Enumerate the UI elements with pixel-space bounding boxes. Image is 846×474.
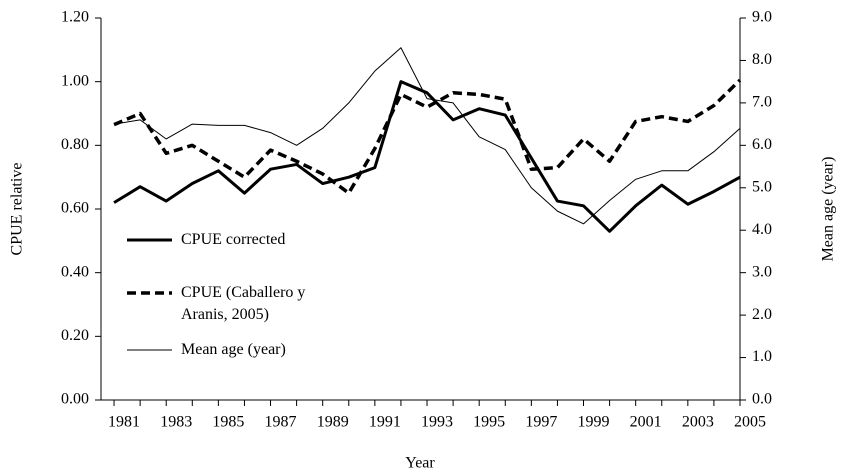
y2-tick-label: 7.0 bbox=[752, 94, 772, 111]
y2-tick-label: 6.0 bbox=[752, 136, 772, 153]
y2-tick-label: 3.0 bbox=[752, 263, 772, 280]
x-tick-label: 2003 bbox=[682, 414, 714, 431]
y-tick-label: 0.60 bbox=[61, 200, 89, 217]
y2-tick-label: 9.0 bbox=[752, 9, 772, 26]
x-tick-label: 1983 bbox=[160, 414, 192, 431]
x-tick-label: 1995 bbox=[473, 414, 505, 431]
x-tick-label: 2001 bbox=[630, 414, 662, 431]
y2-tick-label: 4.0 bbox=[752, 221, 772, 238]
legend-label: Mean age (year) bbox=[181, 341, 286, 358]
y2-tick-label: 2.0 bbox=[752, 306, 772, 323]
x-tick-label: 1989 bbox=[317, 414, 349, 431]
x-tick-label: 1985 bbox=[212, 414, 244, 431]
y-axis-title: CPUE relative bbox=[9, 163, 26, 256]
x-tick-label: 1993 bbox=[421, 414, 453, 431]
y-tick-label: 1.20 bbox=[61, 9, 89, 26]
y-tick-label: 0.20 bbox=[61, 327, 89, 344]
y2-tick-label: 8.0 bbox=[752, 51, 772, 68]
y2-tick-label: 1.0 bbox=[752, 348, 772, 365]
x-tick-label: 1999 bbox=[578, 414, 610, 431]
y2-axis-title: Mean age (year) bbox=[820, 157, 837, 262]
line-series bbox=[113, 80, 741, 233]
x-tick-label: 2005 bbox=[734, 414, 766, 431]
legend-label: CPUE corrected bbox=[181, 231, 286, 248]
y-tick-label: 0.00 bbox=[61, 391, 89, 408]
y-tick-label: 0.80 bbox=[61, 136, 89, 153]
y2-tick-label: 0.0 bbox=[752, 391, 772, 408]
x-tick-label: 1997 bbox=[525, 414, 557, 431]
x-axis-title: Year bbox=[405, 455, 435, 472]
line-series bbox=[113, 47, 741, 225]
x-tick-label: 1981 bbox=[108, 414, 140, 431]
y2-tick-label: 5.0 bbox=[752, 178, 772, 195]
y-tick-label: 0.40 bbox=[61, 263, 89, 280]
x-tick-label: 1991 bbox=[369, 414, 401, 431]
line-series bbox=[113, 78, 742, 195]
y-tick-label: 1.00 bbox=[61, 72, 89, 89]
legend-label: CPUE (Caballero y Aranis, 2005) bbox=[181, 284, 306, 323]
x-tick-label: 1987 bbox=[265, 414, 297, 431]
